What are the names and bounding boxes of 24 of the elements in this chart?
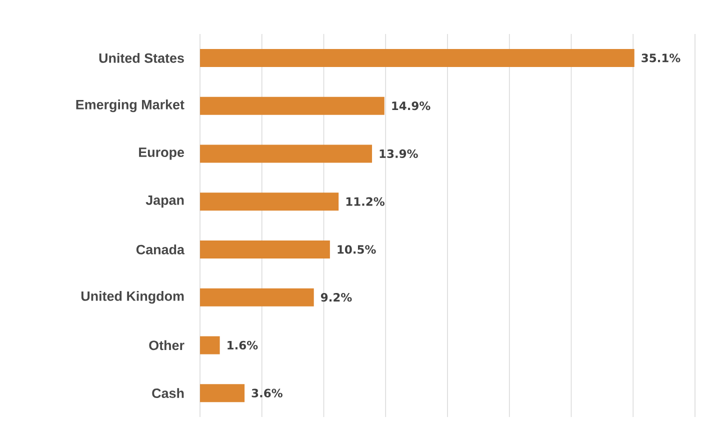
bar — [200, 384, 245, 402]
data-label: 9.2% — [320, 292, 352, 302]
bar — [200, 192, 339, 211]
bar — [200, 144, 372, 163]
y-tick-label: Canada — [136, 244, 185, 254]
data-label: 10.5% — [338, 245, 376, 254]
data-label: 1.6% — [228, 340, 258, 350]
bar — [200, 240, 330, 258]
y-tick-label: Other — [149, 340, 184, 350]
data-label: 35.1% — [642, 54, 680, 62]
bar — [200, 48, 634, 67]
bar — [200, 336, 220, 354]
y-tick-label: United Kingdom — [81, 291, 184, 304]
y-tick-label: Japan — [146, 196, 184, 208]
bar — [200, 288, 314, 306]
data-label: 14.9% — [392, 101, 430, 110]
data-label: 13.9% — [380, 149, 418, 158]
y-tick-label: Emerging Market — [76, 100, 184, 112]
bar — [200, 96, 384, 115]
y-tick-label: Europe — [139, 148, 184, 160]
y-tick-label: United States — [99, 52, 184, 63]
data-label: 11.2% — [346, 197, 385, 206]
y-tick-label: Cash — [152, 388, 184, 398]
data-label: 3.6% — [252, 388, 282, 398]
